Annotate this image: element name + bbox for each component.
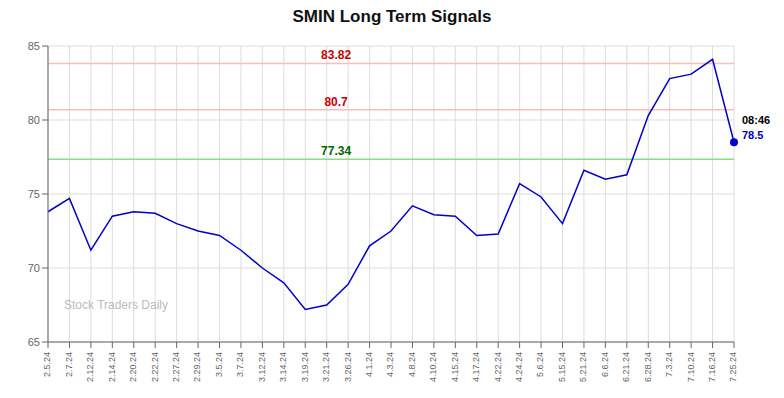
svg-text:2.29.24: 2.29.24 [192, 352, 202, 382]
svg-text:4.15.24: 4.15.24 [450, 352, 460, 382]
svg-text:7.3.24: 7.3.24 [664, 352, 674, 377]
svg-text:2.22.24: 2.22.24 [150, 352, 160, 382]
svg-text:5.21.24: 5.21.24 [578, 352, 588, 382]
svg-text:4.8.24: 4.8.24 [407, 352, 417, 377]
svg-text:3.7.24: 3.7.24 [235, 352, 245, 377]
svg-text:3.5.24: 3.5.24 [214, 352, 224, 377]
svg-text:4.10.24: 4.10.24 [428, 352, 438, 382]
svg-text:2.14.24: 2.14.24 [107, 352, 117, 382]
svg-text:7.16.24: 7.16.24 [707, 352, 717, 382]
svg-text:4.1.24: 4.1.24 [364, 352, 374, 377]
svg-text:77.34: 77.34 [321, 144, 351, 158]
html-text:SMIN Long Term Signals: SMIN Long Term Signals [292, 7, 492, 26]
svg-text:7.10.24: 7.10.24 [686, 352, 696, 382]
svg-text:83.82: 83.82 [321, 48, 351, 62]
svg-text:80.7: 80.7 [324, 95, 348, 109]
svg-text:78.5: 78.5 [742, 129, 763, 141]
svg-text:08:46: 08:46 [742, 114, 770, 126]
svg-text:2.7.24: 2.7.24 [64, 352, 74, 377]
svg-text:3.14.24: 3.14.24 [278, 352, 288, 382]
svg-text:7.25.24: 7.25.24 [728, 352, 738, 382]
svg-text:4.22.24: 4.22.24 [493, 352, 503, 382]
svg-text:5.6.24: 5.6.24 [535, 352, 545, 377]
svg-text:3.21.24: 3.21.24 [321, 352, 331, 382]
svg-text:2.27.24: 2.27.24 [171, 352, 181, 382]
svg-text:6.21.24: 6.21.24 [621, 352, 631, 382]
svg-text:2.20.24: 2.20.24 [128, 352, 138, 382]
svg-text:70: 70 [28, 262, 40, 274]
svg-text:6.6.24: 6.6.24 [600, 352, 610, 377]
svg-text:3.12.24: 3.12.24 [257, 352, 267, 382]
svg-text:4.3.24: 4.3.24 [385, 352, 395, 377]
svg-text:65: 65 [28, 336, 40, 348]
svg-text:5.15.24: 5.15.24 [557, 352, 567, 382]
svg-text:85: 85 [28, 40, 40, 52]
svg-text:80: 80 [28, 114, 40, 126]
svg-text:2.5.24: 2.5.24 [42, 352, 52, 377]
svg-text:75: 75 [28, 188, 40, 200]
svg-text:3.19.24: 3.19.24 [300, 352, 310, 382]
svg-text:4.24.24: 4.24.24 [514, 352, 524, 382]
svg-text:4.17.24: 4.17.24 [471, 352, 481, 382]
html-text:Stock Traders Daily: Stock Traders Daily [64, 298, 168, 313]
svg-text:2.12.24: 2.12.24 [85, 352, 95, 382]
svg-text:6.28.24: 6.28.24 [643, 352, 653, 382]
svg-text:3.26.24: 3.26.24 [343, 352, 353, 382]
